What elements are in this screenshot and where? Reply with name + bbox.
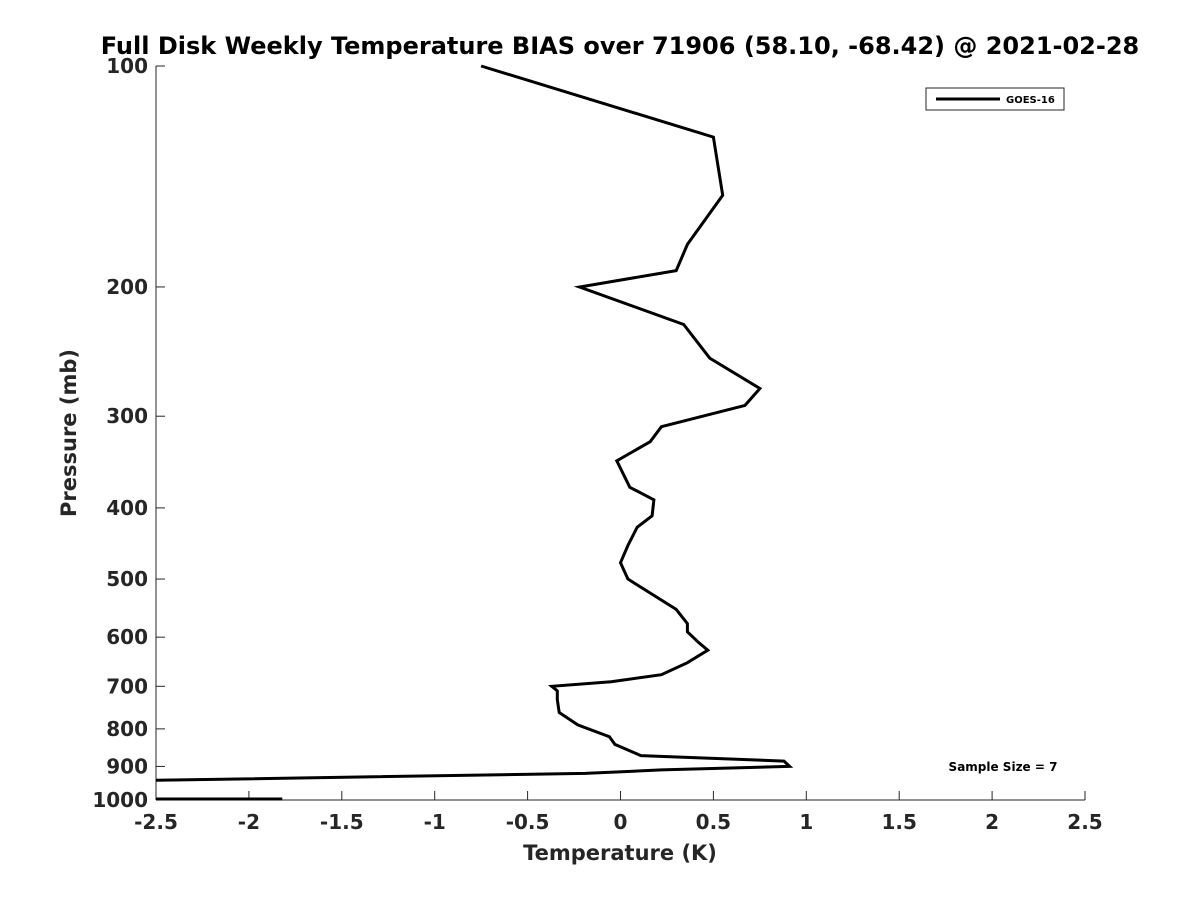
- y-tick-label: 400: [106, 496, 148, 520]
- x-axis-ticks: -2.5 -2 -1.5 -1 -0.5 0 0.5 1 1.5 2 2.5: [134, 791, 1103, 834]
- y-tick-label: 800: [106, 717, 148, 741]
- legend-label-goes-16: GOES-16: [1006, 95, 1055, 106]
- x-tick-label: -1: [424, 810, 446, 834]
- x-tick-label: -0.5: [506, 810, 550, 834]
- legend: GOES-16: [925, 87, 1065, 111]
- y-tick-label: 900: [106, 754, 148, 778]
- sample-size-annotation: Sample Size = 7: [949, 760, 1058, 774]
- x-tick-label: -2.5: [134, 810, 178, 834]
- y-tick-label: 100: [106, 54, 148, 78]
- y-tick-label: 600: [106, 625, 148, 649]
- series-layer: [155, 64, 794, 801]
- chart-title: Full Disk Weekly Temperature BIAS over 7…: [101, 32, 1140, 60]
- x-tick-label: -1.5: [320, 810, 364, 834]
- x-axis-label: Temperature (K): [523, 841, 717, 865]
- x-tick-label: 0.5: [696, 810, 731, 834]
- y-axis-ticks: 100 200 300 400 500 600 700 800 900 1000: [92, 54, 165, 812]
- x-tick-label: 2: [985, 810, 999, 834]
- x-tick-label: 0: [614, 810, 628, 834]
- y-tick-label: 500: [106, 567, 148, 591]
- y-tick-label: 700: [106, 674, 148, 698]
- y-tick-label: 200: [106, 275, 148, 299]
- y-axis-label: Pressure (mb): [57, 349, 81, 517]
- x-tick-label: 2.5: [1067, 810, 1102, 834]
- x-tick-label: 1.5: [881, 810, 916, 834]
- x-tick-label: 1: [799, 810, 813, 834]
- y-tick-label: 1000: [92, 788, 148, 812]
- y-tick-label: 300: [106, 404, 148, 428]
- series-line-goes-16: [155, 64, 794, 782]
- x-tick-label: -2: [238, 810, 260, 834]
